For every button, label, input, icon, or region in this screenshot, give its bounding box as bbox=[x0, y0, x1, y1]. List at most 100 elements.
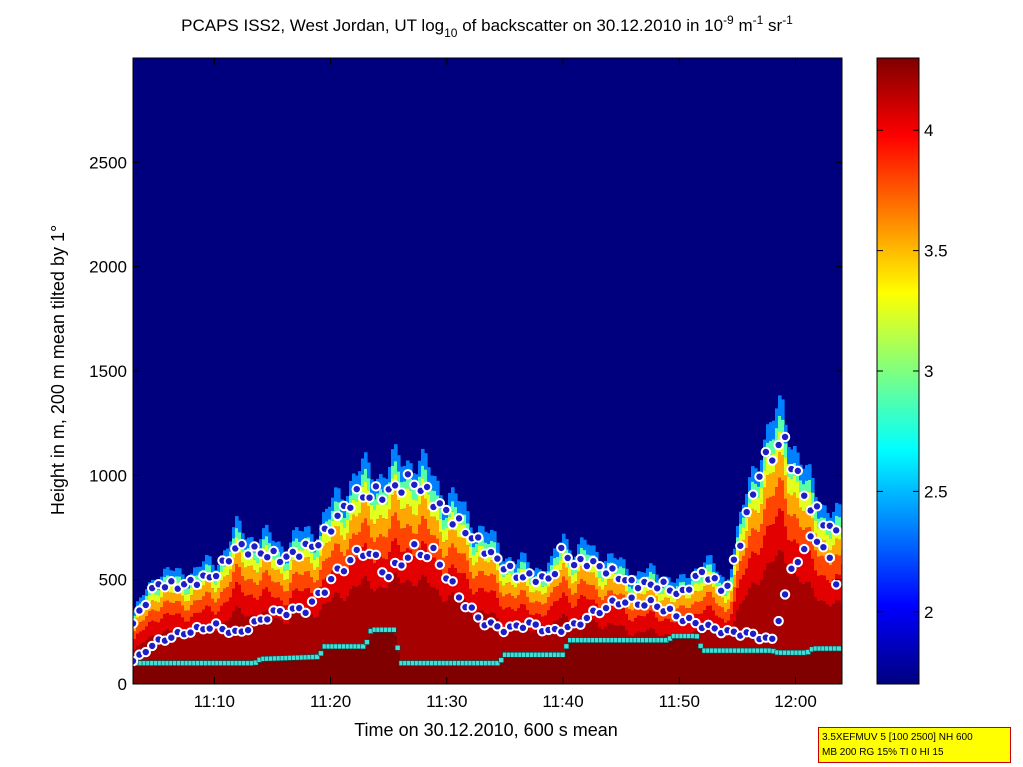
heat-cell bbox=[478, 571, 482, 588]
heat-cell bbox=[838, 648, 842, 684]
heat-cell bbox=[196, 663, 200, 684]
heat-cell bbox=[775, 408, 779, 429]
heat-cell bbox=[601, 581, 605, 590]
heat-cell bbox=[427, 467, 431, 483]
heat-cell bbox=[454, 530, 458, 548]
heat-cell bbox=[160, 597, 164, 608]
heat-cell bbox=[466, 560, 470, 580]
heat-cell bbox=[220, 663, 224, 684]
heat-cell bbox=[145, 626, 149, 640]
heat-cell bbox=[808, 507, 812, 528]
heat-cell bbox=[328, 576, 332, 602]
heat-cell bbox=[148, 611, 152, 623]
heat-cell bbox=[709, 650, 713, 684]
heat-cell bbox=[517, 608, 521, 627]
heat-cell bbox=[238, 663, 242, 684]
heat-cell bbox=[559, 552, 563, 561]
heat-cell bbox=[487, 562, 491, 577]
heat-cell bbox=[718, 650, 722, 684]
heat-cell bbox=[349, 480, 353, 496]
heat-cell bbox=[619, 640, 623, 684]
heat-cell bbox=[208, 565, 212, 573]
heat-cell bbox=[838, 555, 842, 575]
heat-cell bbox=[142, 595, 146, 602]
heat-cell bbox=[226, 621, 230, 684]
heat-cell bbox=[190, 605, 194, 617]
heat-cell bbox=[361, 646, 365, 684]
heat-cell bbox=[529, 592, 533, 603]
lower-layer-point bbox=[811, 536, 823, 547]
heat-cell bbox=[238, 520, 242, 533]
heat-cell bbox=[784, 652, 788, 684]
heat-cell bbox=[631, 601, 635, 611]
heat-cell bbox=[313, 559, 317, 571]
heat-cell bbox=[226, 663, 230, 684]
heat-cell bbox=[235, 549, 239, 565]
heat-cell bbox=[409, 581, 413, 684]
heat-cell bbox=[331, 570, 335, 598]
heat-cell bbox=[541, 616, 545, 633]
heat-cell bbox=[394, 491, 398, 513]
heat-cell bbox=[217, 564, 221, 574]
heat-cell bbox=[310, 614, 314, 684]
heat-cell bbox=[703, 562, 707, 572]
heat-cell bbox=[451, 501, 455, 512]
heat-cell bbox=[757, 650, 761, 684]
heat-cell bbox=[322, 545, 326, 562]
heat-cell bbox=[835, 502, 839, 516]
heat-cell bbox=[217, 588, 221, 599]
heat-cell bbox=[466, 511, 470, 524]
heat-cell bbox=[226, 575, 230, 588]
heat-cell bbox=[496, 570, 500, 584]
heat-cell bbox=[532, 592, 536, 603]
heat-cell bbox=[748, 650, 752, 684]
heat-cell bbox=[487, 576, 491, 593]
heat-cell bbox=[547, 610, 551, 628]
heat-cell bbox=[154, 601, 158, 611]
heat-cell bbox=[571, 568, 575, 575]
heat-cell bbox=[517, 654, 521, 684]
heat-cell bbox=[382, 536, 386, 559]
lower-layer-point bbox=[140, 646, 151, 658]
heat-cell bbox=[136, 663, 140, 684]
heat-cell bbox=[427, 583, 431, 684]
heat-cell bbox=[565, 539, 569, 550]
heat-cell bbox=[493, 561, 497, 575]
upper-layer-point bbox=[773, 439, 784, 451]
heat-cell bbox=[805, 480, 809, 493]
heat-cell bbox=[265, 556, 269, 571]
heat-cell bbox=[823, 601, 827, 684]
heat-cell bbox=[487, 533, 491, 545]
heat-cell bbox=[166, 590, 170, 601]
heat-cell bbox=[193, 629, 197, 684]
heat-cell bbox=[817, 601, 821, 684]
heat-cell bbox=[622, 640, 626, 684]
heat-cell bbox=[784, 526, 788, 564]
heat-cell bbox=[820, 527, 824, 540]
heat-cell bbox=[247, 555, 251, 567]
heat-cell bbox=[325, 602, 329, 684]
heat-cell bbox=[352, 514, 356, 534]
heat-cell bbox=[748, 517, 752, 537]
heat-cell bbox=[190, 595, 194, 606]
heat-cell bbox=[754, 483, 758, 496]
lower-layer-point bbox=[210, 618, 222, 629]
heat-cell bbox=[763, 509, 767, 536]
heat-cell bbox=[376, 537, 380, 560]
heat-cell bbox=[355, 646, 359, 684]
heat-cell bbox=[772, 495, 776, 525]
heat-cell bbox=[442, 602, 446, 684]
heat-cell bbox=[277, 541, 281, 552]
heat-cell bbox=[397, 520, 401, 546]
heat-cell bbox=[691, 594, 695, 605]
heat-cell bbox=[427, 663, 431, 684]
heat-cell bbox=[796, 481, 800, 498]
heat-cell bbox=[355, 501, 359, 517]
heat-cell bbox=[166, 567, 170, 576]
heat-cell bbox=[319, 610, 323, 684]
heat-cell bbox=[631, 588, 635, 595]
heat-cell bbox=[391, 541, 395, 575]
heat-cell bbox=[289, 570, 293, 583]
heat-cell bbox=[763, 570, 767, 684]
heat-cell bbox=[289, 657, 293, 684]
